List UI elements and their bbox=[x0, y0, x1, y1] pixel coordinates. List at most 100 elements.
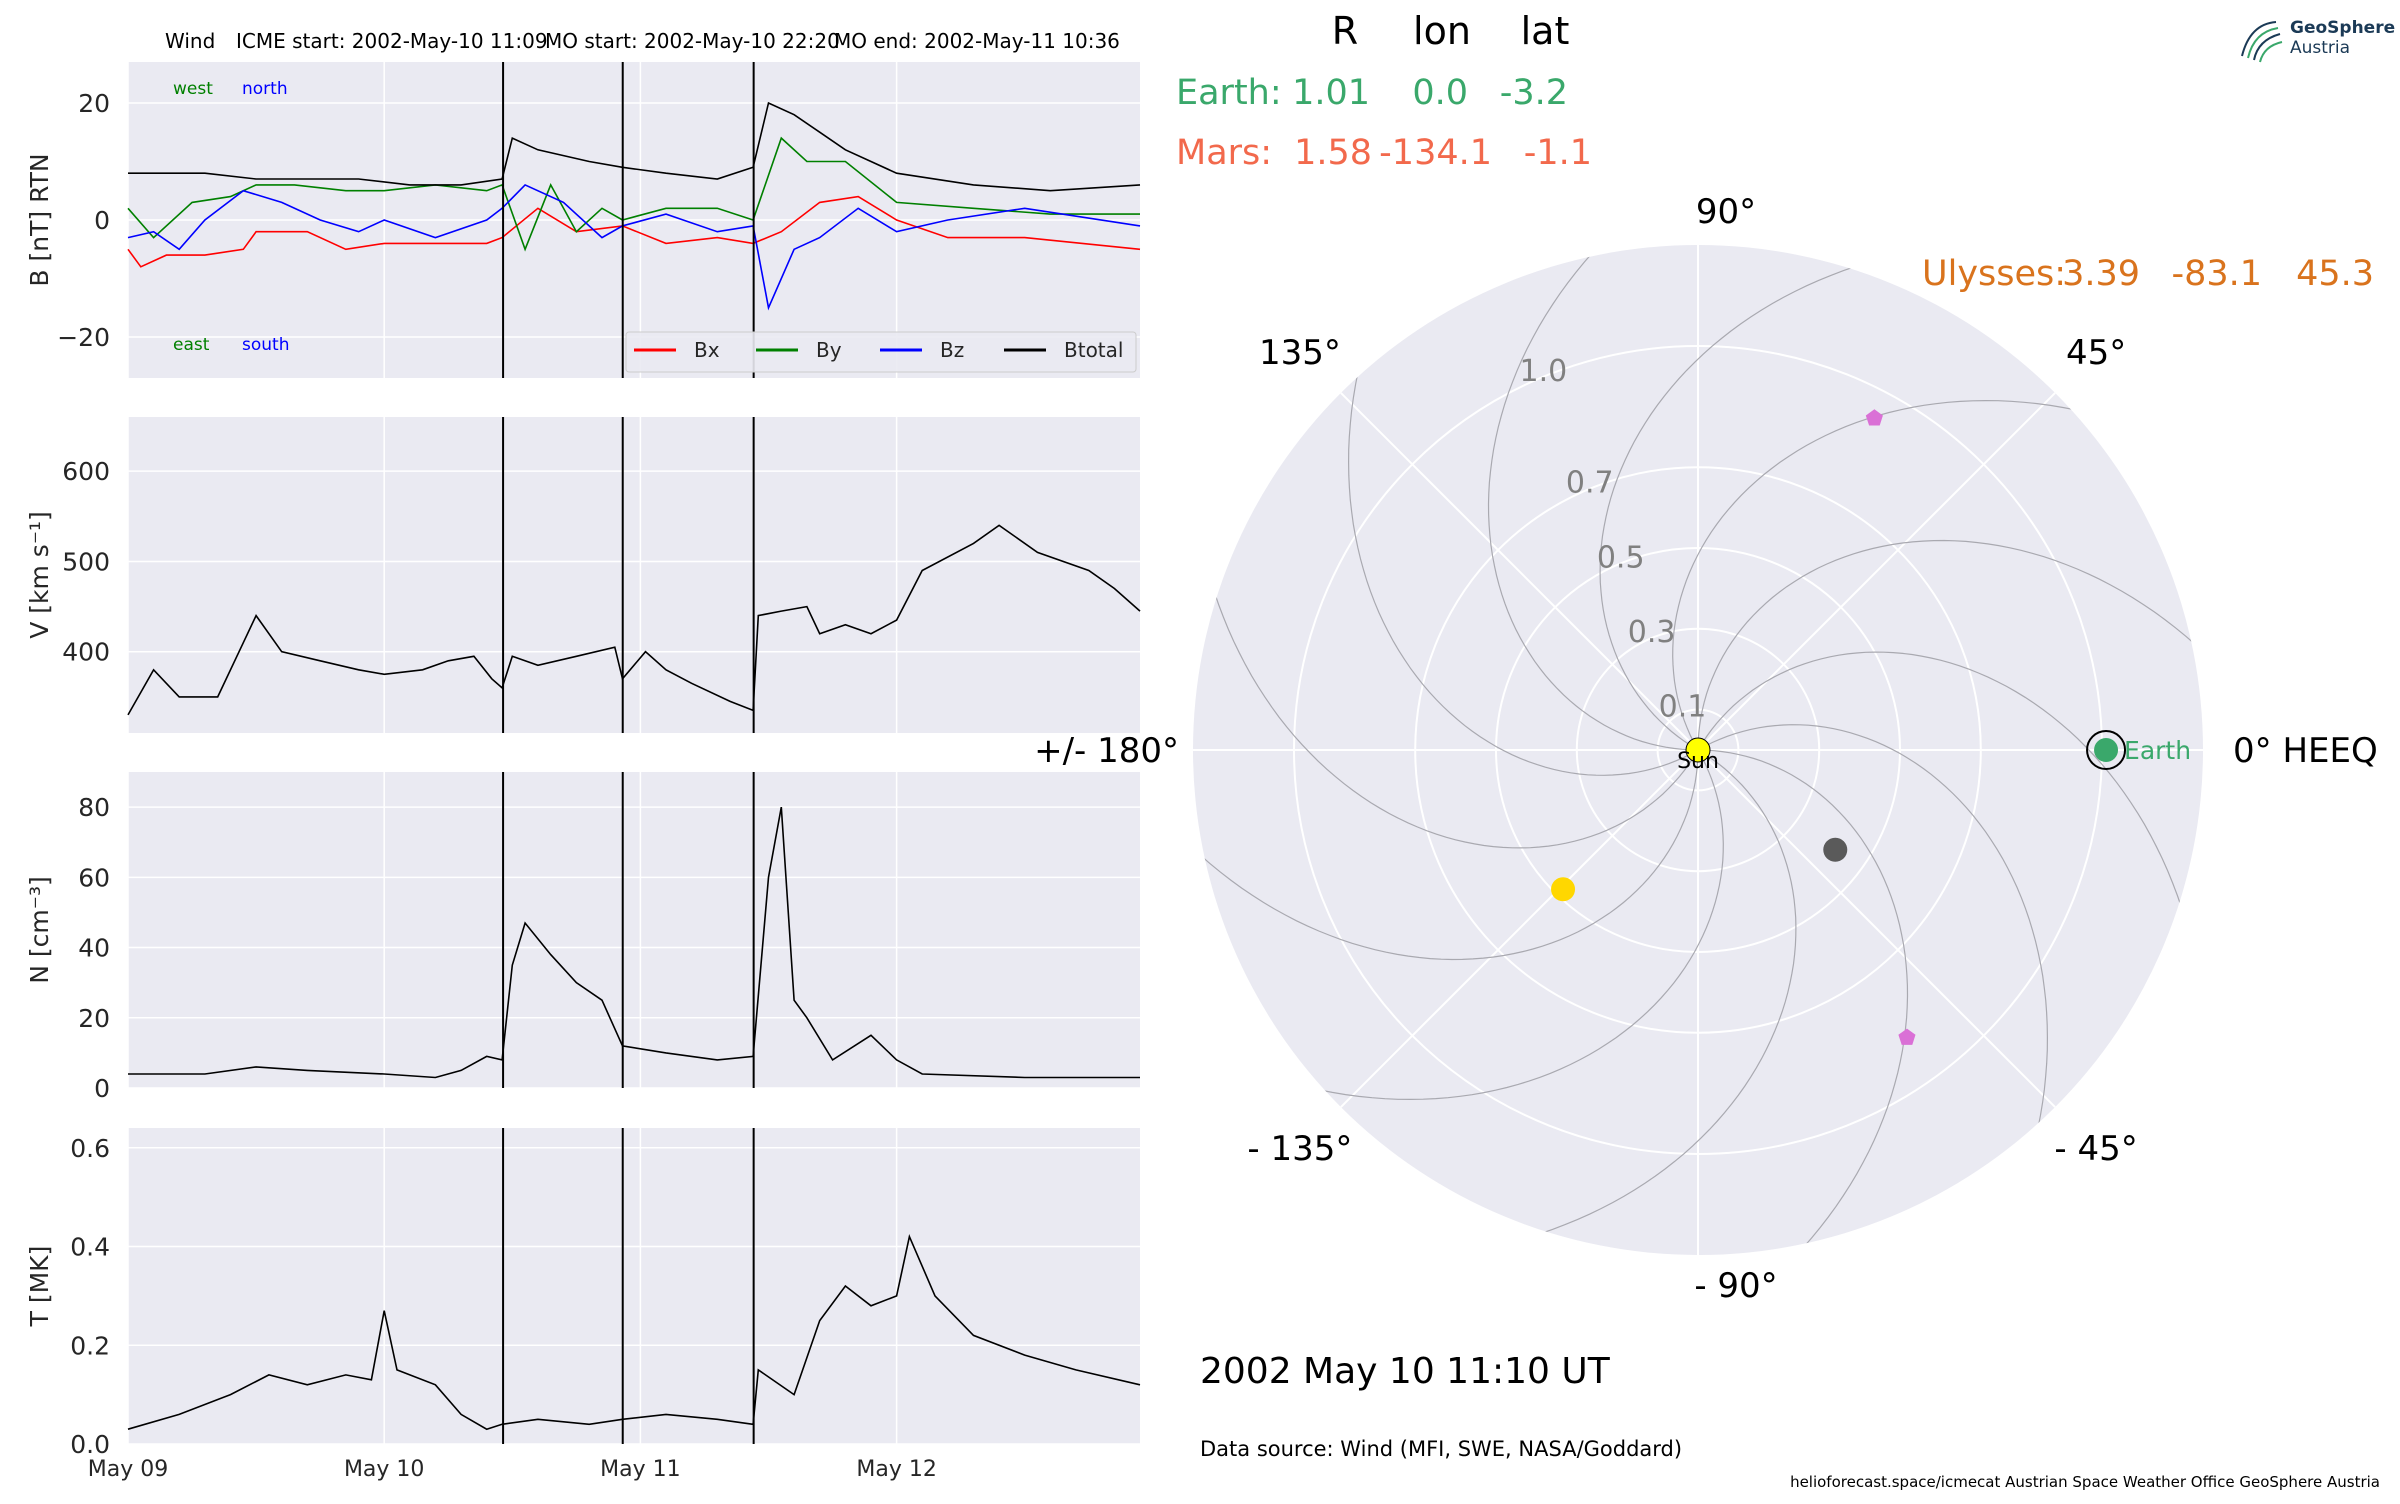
y-axis-label: V [km s⁻¹] bbox=[25, 511, 54, 639]
angle-label: - 135° bbox=[1247, 1129, 1352, 1169]
y-tick-label: 20 bbox=[78, 89, 110, 118]
y-tick-label: 40 bbox=[78, 934, 110, 963]
r-tick-label: 0.7 bbox=[1566, 466, 1614, 501]
earth-row-lon: 0.0 bbox=[1412, 73, 1468, 113]
x-tick-label: May 10 bbox=[344, 1457, 424, 1482]
y-tick-label: 0.6 bbox=[70, 1134, 110, 1163]
angle-label: - 90° bbox=[1694, 1266, 1777, 1306]
footer-datetime: 2002 May 10 11:10 UT bbox=[1200, 1351, 1611, 1392]
pentagon-marker bbox=[1865, 409, 1883, 426]
legend-box bbox=[625, 331, 1137, 373]
y-axis-label: T [MK] bbox=[25, 1246, 54, 1328]
r-tick-label: 0.3 bbox=[1628, 615, 1676, 650]
legend-label-btotal: Btotal bbox=[1064, 338, 1123, 362]
legend: Bx By Bz Btotal bbox=[625, 331, 1137, 373]
y-tick-label: 400 bbox=[62, 638, 110, 667]
ulysses-row-name: Ulysses: bbox=[1922, 254, 2066, 294]
earth-row-r: 1.01 bbox=[1292, 73, 1370, 113]
geosphere-logo: GeoSphere Austria bbox=[2236, 16, 2395, 68]
annotation-west: west bbox=[173, 79, 213, 99]
spiral-lines bbox=[1193, 245, 2203, 1255]
header-mo-start: MO start: 2002-May-10 22:20 bbox=[545, 29, 840, 53]
spiral-line bbox=[1194, 509, 1699, 849]
annotation-east: east bbox=[173, 335, 210, 355]
y-tick-label: 0 bbox=[94, 206, 110, 235]
angle-label: 45° bbox=[2066, 333, 2126, 373]
series-line-btotal bbox=[128, 101, 1141, 192]
spiral-line bbox=[1697, 539, 2203, 751]
earth-marker bbox=[2094, 738, 2119, 762]
mars-row-name: Mars: bbox=[1176, 133, 1272, 173]
plot-background bbox=[128, 1128, 1140, 1444]
plot-background bbox=[128, 417, 1140, 733]
plot-background bbox=[128, 772, 1140, 1088]
ulysses-row-r: 3.39 bbox=[2062, 254, 2140, 294]
sun-marker bbox=[1685, 737, 1711, 763]
ulysses-row-lat: 45.3 bbox=[2296, 254, 2374, 294]
spiral-line bbox=[1599, 246, 1939, 751]
header-mo-end: MO end: 2002-May-11 10:36 bbox=[834, 29, 1120, 53]
y-tick-label: 600 bbox=[62, 457, 110, 486]
series-line-n bbox=[128, 806, 1140, 1079]
series-line-bx bbox=[127, 195, 1141, 268]
planet-marker bbox=[1551, 877, 1576, 902]
earth-row-name: Earth: bbox=[1176, 73, 1282, 113]
header-icme-start: ICME start: 2002-May-10 11:09 bbox=[236, 29, 548, 53]
radial-grid-circle bbox=[1575, 627, 1821, 873]
y-tick-label: 0.2 bbox=[70, 1331, 110, 1360]
legend-label-bx: Bx bbox=[694, 338, 720, 362]
x-tick-label: May 12 bbox=[856, 1457, 936, 1482]
y-axis-label: B [nT] RTN bbox=[25, 153, 54, 286]
polar-plot: 0.1 0.3 0.5 0.7 1.0 0° HEEQ 45° 90° 135° +/- 180°… bbox=[1034, 192, 2378, 1306]
sun-label: Sun bbox=[1677, 749, 1719, 774]
legend-label-bz: Bz bbox=[940, 338, 964, 362]
table-header-r: R bbox=[1332, 9, 1358, 53]
x-tick-label: May 11 bbox=[600, 1457, 680, 1482]
footer-credits: helioforecast.space/icmecat Austrian Spa… bbox=[1790, 1473, 2380, 1491]
panel-density: 0 20 40 60 80 N [cm⁻³] bbox=[25, 772, 1140, 1103]
radial-grid-circle bbox=[1656, 708, 1740, 792]
radial-gridline bbox=[1697, 392, 2056, 751]
geosphere-logo-icon bbox=[2241, 21, 2283, 63]
geosphere-logo-sub: Austria bbox=[2290, 38, 2351, 58]
spiral-line bbox=[1697, 651, 2202, 991]
panel-temperature: 0.0 0.2 0.4 0.6 T [MK] bbox=[25, 1128, 1141, 1459]
radial-gridline bbox=[1340, 392, 1699, 751]
earth-label: Earth bbox=[2124, 736, 2191, 765]
panel-velocity: 400 500 600 V [km s⁻¹] bbox=[25, 417, 1141, 733]
spiral-line bbox=[1672, 399, 2159, 751]
timeseries-panels: −20 0 20 B [nT] RTN 400 500 600 V [km s⁻¹] 0 20 40… bbox=[25, 62, 1141, 1482]
panel-magnetic-field: −20 0 20 B [nT] RTN bbox=[25, 62, 1141, 378]
earth-row-lat: -3.2 bbox=[1500, 73, 1568, 113]
r-tick-label: 1.0 bbox=[1520, 354, 1568, 389]
radial-gridline bbox=[1340, 749, 1699, 1108]
spiral-line bbox=[1457, 749, 1797, 1254]
y-tick-label: 0 bbox=[94, 1074, 110, 1103]
y-tick-label: −20 bbox=[57, 323, 110, 352]
angle-label: 135° bbox=[1259, 333, 1341, 373]
y-tick-label: 500 bbox=[62, 547, 110, 576]
table-header-lon: lon bbox=[1413, 9, 1471, 53]
angle-label: +/- 180° bbox=[1034, 731, 1179, 771]
geosphere-logo-name: GeoSphere bbox=[2290, 18, 2396, 38]
legend-label-by: By bbox=[816, 338, 842, 362]
spiral-line bbox=[1237, 749, 1724, 1101]
planet-marker bbox=[1823, 837, 1848, 862]
footer-source: Data source: Wind (MFI, SWE, NASA/Goddar… bbox=[1200, 1437, 1682, 1461]
mars-row-lat: -1.1 bbox=[1524, 133, 1592, 173]
radial-grid-circle bbox=[1495, 547, 1901, 953]
angle-label: 90° bbox=[1696, 192, 1756, 232]
radial-gridline bbox=[1697, 749, 2056, 1108]
y-tick-label: 80 bbox=[78, 793, 110, 822]
y-tick-label: 0.4 bbox=[70, 1233, 110, 1262]
pentagon-marker bbox=[1898, 1028, 1916, 1045]
earth-ring bbox=[2086, 730, 2127, 770]
mars-row-r: 1.58 bbox=[1294, 133, 1372, 173]
ulysses-row-lon: -83.1 bbox=[2171, 254, 2262, 294]
radial-grid-circle bbox=[1414, 466, 1982, 1034]
mars-row-lon: -134.1 bbox=[1379, 133, 1492, 173]
header-spacecraft: Wind bbox=[165, 29, 215, 53]
r-tick-label: 0.1 bbox=[1659, 690, 1707, 725]
